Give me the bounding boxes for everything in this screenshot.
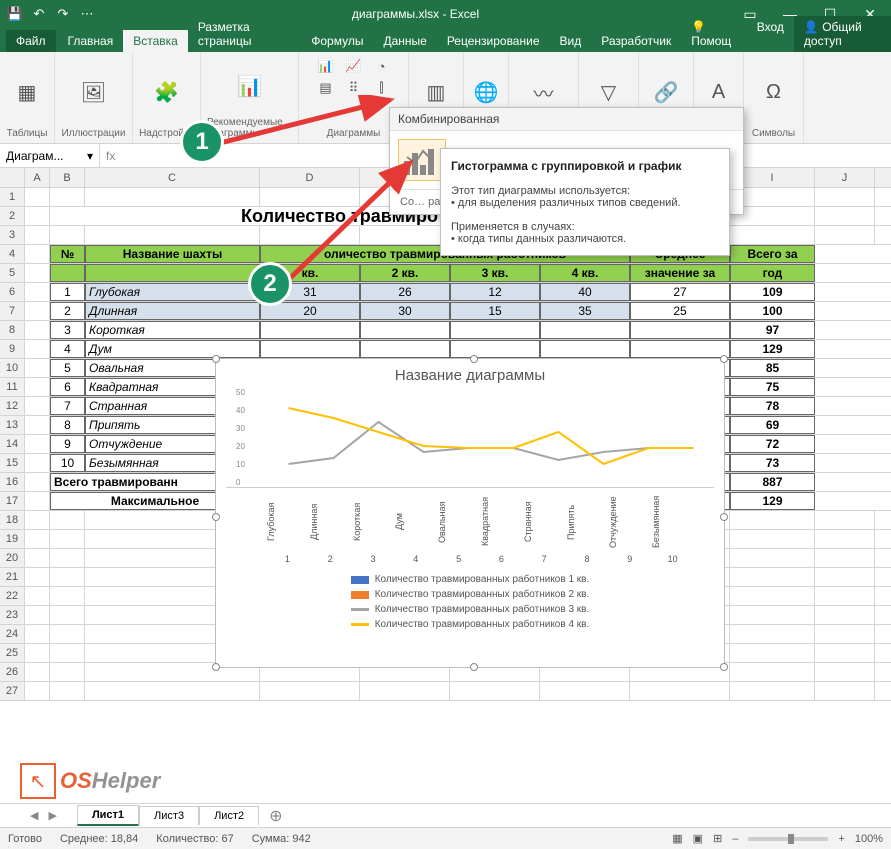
- group-tables: Таблицы: [7, 128, 48, 139]
- tab-formulas[interactable]: Формулы: [301, 30, 373, 52]
- row-header[interactable]: 24: [0, 625, 25, 643]
- chart-title[interactable]: Название диаграммы: [216, 359, 724, 388]
- tooltip-title: Гистограмма с группировкой и график: [451, 159, 681, 173]
- sheet-nav-prev-icon[interactable]: ◀: [30, 809, 38, 822]
- bulb-icon: 💡: [691, 20, 706, 34]
- status-ready: Готово: [8, 833, 42, 845]
- 3d-map-icon[interactable]: 🌐: [470, 76, 502, 108]
- chevron-down-icon[interactable]: ▾: [87, 149, 93, 163]
- sheet-tab-bar: ◀ ▶ Лист1 Лист3 Лист2 ⊕: [0, 803, 891, 827]
- chart-legend[interactable]: Количество травмированных работников 1 к…: [216, 564, 724, 640]
- bar-chart-icon[interactable]: 📊: [313, 56, 339, 76]
- row-header[interactable]: 14: [0, 435, 25, 453]
- view-layout-icon[interactable]: ▣: [693, 832, 703, 845]
- row-header[interactable]: 16: [0, 473, 25, 491]
- chart-plot-area[interactable]: 01020304050: [226, 388, 714, 488]
- sheet-nav-next-icon[interactable]: ▶: [48, 809, 56, 822]
- pictures-icon[interactable]: 🖼: [78, 76, 110, 108]
- row-header[interactable]: 27: [0, 682, 25, 700]
- tab-home[interactable]: Главная: [58, 30, 124, 52]
- status-bar: Готово Среднее: 18,84 Количество: 67 Сум…: [0, 827, 891, 849]
- line-chart-icon[interactable]: 📈: [341, 56, 367, 76]
- row-header[interactable]: 9: [0, 340, 25, 358]
- zoom-out-button[interactable]: –: [732, 833, 738, 845]
- links-icon[interactable]: 🔗: [650, 76, 682, 108]
- qat-more-icon[interactable]: ⋯: [78, 5, 96, 23]
- tab-file[interactable]: Файл: [6, 30, 56, 52]
- row-header[interactable]: 23: [0, 606, 25, 624]
- save-icon[interactable]: 💾: [6, 5, 24, 23]
- row-header[interactable]: 8: [0, 321, 25, 339]
- share-button[interactable]: 👤 Общий доступ: [794, 16, 891, 52]
- tab-layout[interactable]: Разметка страницы: [188, 16, 301, 52]
- embedded-chart[interactable]: Название диаграммы 01020304050 ГлубокаяД…: [215, 358, 725, 668]
- watermark-icon: ↖: [20, 763, 56, 799]
- chart-tooltip: Гистограмма с группировкой и график Этот…: [440, 148, 730, 256]
- zoom-in-button[interactable]: +: [838, 833, 844, 845]
- pivot-chart-icon[interactable]: ▥: [420, 76, 452, 108]
- row-header[interactable]: 17: [0, 492, 25, 510]
- tab-view[interactable]: Вид: [550, 30, 592, 52]
- row-header[interactable]: 4: [0, 245, 25, 263]
- row-header[interactable]: 3: [0, 226, 25, 244]
- popup-title: Комбинированная: [390, 108, 743, 131]
- table-icon[interactable]: ▦: [11, 76, 43, 108]
- sheet-tab-1[interactable]: Лист1: [77, 805, 139, 826]
- row-header[interactable]: 20: [0, 549, 25, 567]
- row-header[interactable]: 22: [0, 587, 25, 605]
- row-header[interactable]: 7: [0, 302, 25, 320]
- undo-icon[interactable]: ↶: [30, 5, 48, 23]
- addins-icon[interactable]: 🧩: [151, 76, 183, 108]
- status-avg: Среднее: 18,84: [60, 833, 138, 845]
- row-header[interactable]: 12: [0, 397, 25, 415]
- row-header[interactable]: 6: [0, 283, 25, 301]
- person-icon: 👤: [804, 20, 819, 34]
- tab-data[interactable]: Данные: [373, 30, 436, 52]
- sheet-tab-3[interactable]: Лист2: [199, 806, 259, 825]
- tab-insert[interactable]: Вставка: [123, 30, 188, 52]
- view-break-icon[interactable]: ⊞: [713, 832, 722, 845]
- pie-chart-icon[interactable]: ◔: [369, 56, 395, 76]
- view-normal-icon[interactable]: ▦: [672, 832, 682, 845]
- row-header[interactable]: 19: [0, 530, 25, 548]
- filters-icon[interactable]: ▽: [593, 76, 625, 108]
- worksheet-grid[interactable]: ABC DEF GHIJ 12Количество травмиро34№Наз…: [0, 168, 891, 768]
- row-header[interactable]: 5: [0, 264, 25, 282]
- row-header[interactable]: 25: [0, 644, 25, 662]
- help-button[interactable]: 💡 Помощ: [681, 16, 747, 52]
- row-header[interactable]: 26: [0, 663, 25, 681]
- status-sum: Сумма: 942: [252, 833, 311, 845]
- row-header[interactable]: 11: [0, 378, 25, 396]
- group-illustrations: Иллюстрации: [62, 128, 126, 139]
- row-header[interactable]: 1: [0, 188, 25, 206]
- row-header[interactable]: 15: [0, 454, 25, 472]
- row-header[interactable]: 13: [0, 416, 25, 434]
- sparklines-icon[interactable]: 〰: [528, 76, 560, 108]
- text-icon[interactable]: A: [703, 76, 735, 108]
- group-symbols: Символы: [752, 128, 795, 139]
- tab-developer[interactable]: Разработчик: [591, 30, 681, 52]
- tab-review[interactable]: Рецензирование: [437, 30, 550, 52]
- status-count: Количество: 67: [156, 833, 233, 845]
- zoom-slider[interactable]: [748, 837, 828, 841]
- chart-x-labels: ГлубокаяДлиннаяКороткаяДумОвальнаяКвадра…: [226, 488, 714, 552]
- quick-access-toolbar: 💾 ↶ ↷ ⋯: [6, 5, 96, 23]
- name-box[interactable]: Диаграм...▾: [0, 144, 100, 167]
- symbols-icon[interactable]: Ω: [758, 76, 790, 108]
- fx-icon[interactable]: fx: [100, 149, 121, 163]
- row-header[interactable]: 10: [0, 359, 25, 377]
- row-header[interactable]: 21: [0, 568, 25, 586]
- login-button[interactable]: Вход: [747, 16, 794, 52]
- sheet-tab-2[interactable]: Лист3: [139, 806, 199, 825]
- redo-icon[interactable]: ↷: [54, 5, 72, 23]
- row-header[interactable]: 2: [0, 207, 25, 225]
- new-sheet-button[interactable]: ⊕: [259, 806, 292, 826]
- callout-1: 1: [180, 120, 224, 164]
- chart-x-numbers: 12345678910: [226, 552, 714, 564]
- ribbon-tabs: Файл Главная Вставка Разметка страницы Ф…: [0, 28, 891, 52]
- callout-2: 2: [248, 262, 292, 306]
- zoom-level[interactable]: 100%: [855, 833, 883, 845]
- row-header[interactable]: 18: [0, 511, 25, 529]
- watermark: ↖ OSHelper: [20, 763, 160, 799]
